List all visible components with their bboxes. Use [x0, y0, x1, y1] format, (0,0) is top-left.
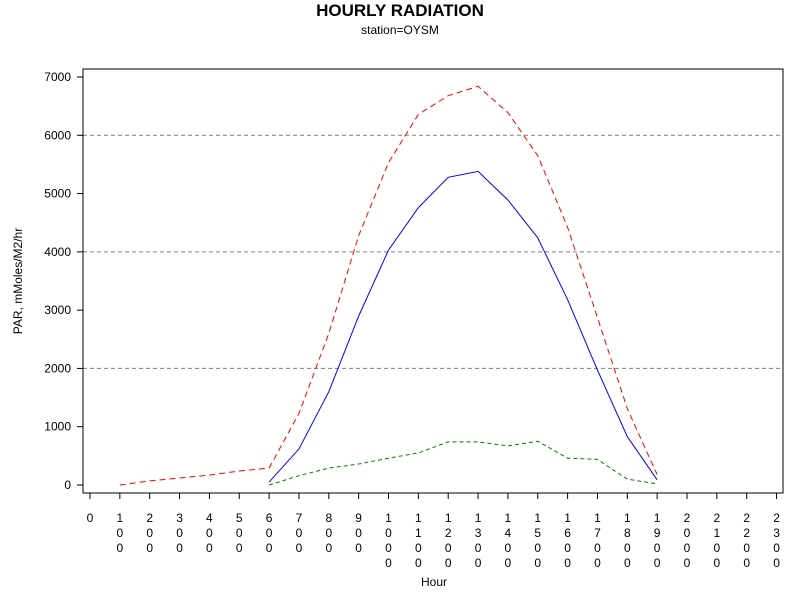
y-tick-label: 1000: [44, 420, 71, 434]
y-tick-label: 2000: [44, 361, 71, 375]
series-lines: [119, 85, 658, 486]
y-tick-label: 7000: [44, 70, 71, 84]
series-line-1: [119, 85, 658, 486]
y-tick-label: 6000: [44, 128, 71, 142]
series-line-3: [268, 440, 658, 486]
x-axis-label: Hour: [421, 575, 447, 589]
y-tick-label: 5000: [44, 187, 71, 201]
chart-subtitle: station=OYSM: [361, 23, 439, 37]
series-line-2: [268, 170, 658, 483]
grid-lines: [83, 134, 783, 369]
y-axis: 0 1000 2000 3000 4000 5000 6000 7000: [44, 70, 83, 492]
x-axis: 0 1 0 0 2 0 0 3 0 0 4 0 0 5 0 0 6 0 0 7 0 0 8 0 0 9 0 0 1 0 0 0 1 1 0 0 1 2 0 0…: [87, 493, 780, 570]
y-tick-label: 3000: [44, 303, 71, 317]
y-tick-label: 0: [64, 478, 71, 492]
x-tick-label: 0: [87, 511, 94, 525]
y-tick-label: 4000: [44, 245, 71, 259]
chart-title: HOURLY RADIATION: [316, 1, 484, 20]
plot-frame: [82, 68, 784, 494]
y-axis-label: PAR, mMoles/M2/hr: [11, 228, 25, 334]
